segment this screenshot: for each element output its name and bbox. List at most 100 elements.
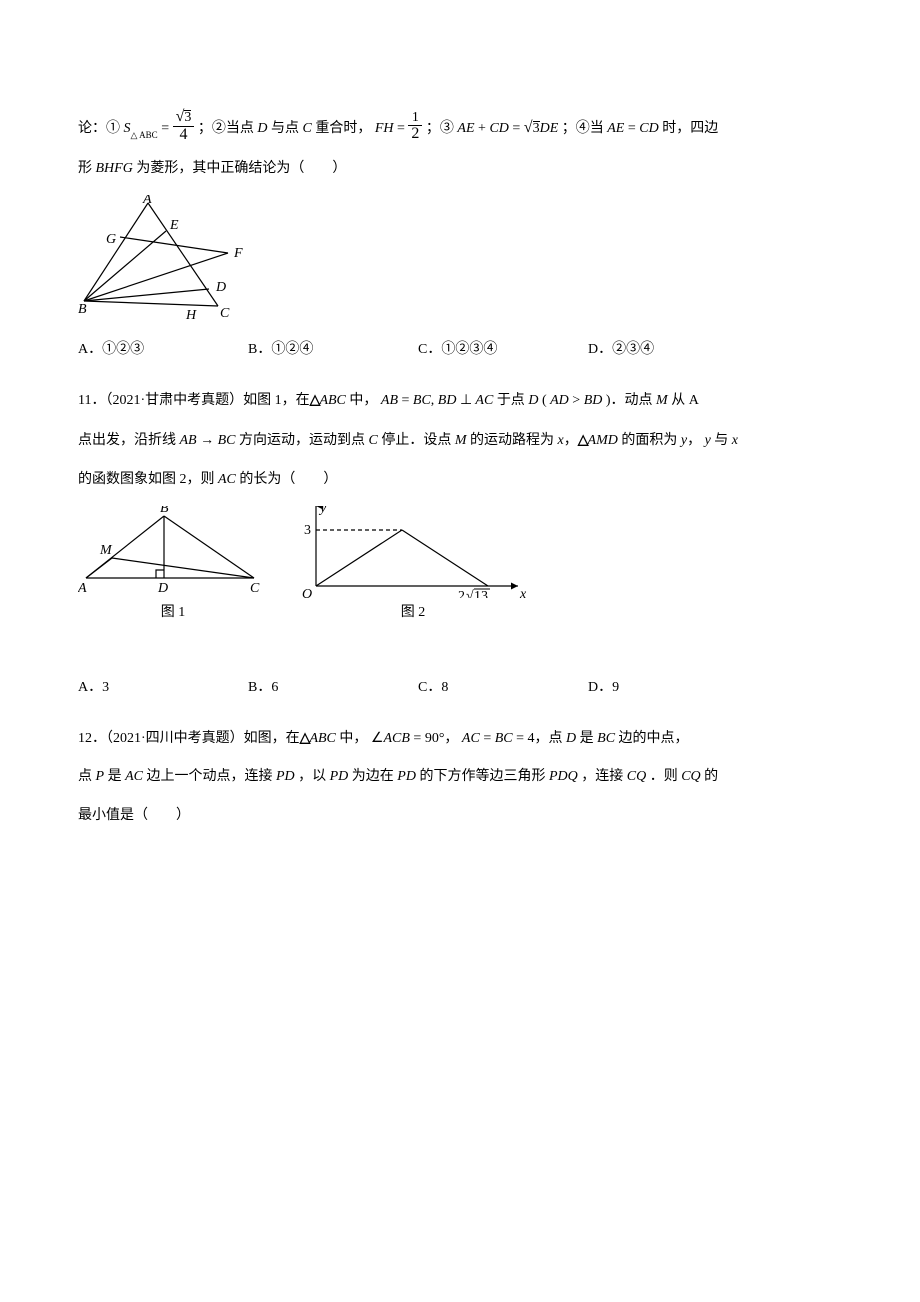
svg-text:y: y [318, 506, 327, 516]
var-ABC: ABC [319, 393, 345, 408]
sub-abc: △ ABC [131, 130, 158, 140]
svg-text:O: O [302, 587, 312, 598]
var-AC: AC [218, 472, 236, 487]
text: 与点 [271, 121, 303, 136]
svg-text:H: H [185, 308, 197, 323]
svg-text:√: √ [466, 589, 474, 598]
var-x: x [732, 433, 738, 448]
var-FH: FH [375, 121, 394, 136]
text: 为菱形，其中正确结论为（ ） [136, 161, 346, 176]
option-C: C．①②③④ [418, 335, 588, 366]
var-DE: DE [540, 121, 559, 136]
option-D: D．②③④ [588, 335, 758, 366]
var-ABC: ABC [309, 731, 335, 746]
expr-ac-bc-4: AC = BC = 4 [462, 731, 535, 746]
var-BHFG: BHFG [96, 161, 133, 176]
q10-line2: 形 BHFG 为菱形，其中正确结论为（ ） [78, 154, 842, 185]
text: 形 [78, 161, 96, 176]
q11-line1: 11．（2021·甘肃中考真题）如图 1，在△ABC 中， AB = BC, B… [78, 384, 842, 417]
q10-line1: 论：① S△ ABC = √3 4 ；②当点 D 与点 C 重合时， FH = … [78, 110, 842, 146]
expr-ab-bc-arrow: AB → BC [180, 433, 236, 448]
q12-line3: 最小值是（ ） [78, 801, 842, 832]
fig-label-2: 图 2 [298, 598, 528, 629]
text: 方向运动，运动到点 [239, 433, 369, 448]
var-D: D [257, 121, 267, 136]
svg-text:D: D [215, 280, 226, 295]
var-CQ: CQ [681, 769, 700, 784]
text: 重合时， [315, 121, 371, 136]
eq: = [512, 121, 523, 136]
svg-text:x: x [519, 587, 527, 598]
text: 的下方作等边三角形 [416, 769, 549, 784]
q10-diagram: ABCHEGFD [78, 195, 842, 325]
q12-line2: 点 P 是 AC 边上一个动点，连接 PD ，以 PD 为边在 PD 的下方作等… [78, 762, 842, 793]
q11-svg2: 3Oxy2√13 [298, 506, 528, 598]
text: ；③ [426, 121, 458, 136]
option-D: D．9 [588, 673, 758, 704]
var-P: P [96, 769, 105, 784]
text: 边上一个动点，连接 [143, 769, 276, 784]
option-B: B．①②④ [248, 335, 418, 366]
var-M: M [455, 433, 467, 448]
svg-text:D: D [157, 581, 168, 596]
q11-diagram: ABCDM 图 1 3Oxy2√13 图 2 [78, 506, 842, 629]
paren: ( AD > BD ) [542, 393, 611, 408]
text: ，连接 [578, 769, 627, 784]
var-BC: BC [597, 731, 615, 746]
expr-ab-bc: AB = BC, BD ⊥ AC [381, 393, 493, 408]
triangle-icon: △ [300, 729, 310, 745]
option-C: C．8 [418, 673, 588, 704]
q-number: 11． [78, 393, 105, 408]
text: 的运动路程为 [470, 433, 558, 448]
svg-text:2: 2 [458, 589, 465, 598]
frac-sqrt3-4: √3 4 [173, 109, 195, 144]
text: ，点 [535, 731, 567, 746]
text: 最小值是（ ） [78, 808, 190, 823]
sqrt3: √3 [524, 110, 540, 145]
text: 论：① [78, 121, 120, 136]
text: 点 [78, 769, 96, 784]
var-AE: AE [457, 121, 474, 136]
text: ，以 [295, 769, 330, 784]
text: 时，四边 [662, 121, 718, 136]
q10-options: A．①②③ B．①②④ C．①②③④ D．②③④ [78, 335, 842, 366]
text: 的 [701, 769, 719, 784]
text: （2021·甘肃中考真题）如图 1，在 [105, 393, 309, 408]
fig-label-1: 图 1 [78, 598, 268, 629]
text: ， [564, 433, 578, 448]
q11-options: A．3 B．6 C．8 D．9 [78, 673, 842, 704]
var-CD: CD [489, 121, 508, 136]
text: ；②当点 [198, 121, 258, 136]
text: 的函数图象如图 2，则 [78, 472, 218, 487]
text: ， [444, 731, 458, 746]
svg-text:C: C [250, 581, 260, 596]
text: 与 [714, 433, 732, 448]
var-AC: AC [125, 769, 143, 784]
text: 点出发，沿折线 [78, 433, 180, 448]
text: 中， [336, 731, 368, 746]
text: ， [687, 433, 701, 448]
q11-line2: 点出发，沿折线 AB → BC 方向运动，运动到点 C 停止．设点 M 的运动路… [78, 424, 842, 457]
var-S: S [124, 121, 131, 136]
var-M: M [656, 393, 668, 408]
text: 是 [576, 731, 597, 746]
svg-text:E: E [169, 218, 179, 233]
eq: = [161, 121, 172, 136]
plus: + [478, 121, 489, 136]
var-C: C [303, 121, 312, 136]
svg-text:C: C [220, 306, 230, 321]
q10-svg: ABCHEGFD [78, 195, 258, 325]
var-AMD: AMD [588, 433, 618, 448]
triangle-icon: △ [578, 431, 588, 447]
var-y: y [705, 433, 711, 448]
var-D: D [566, 731, 576, 746]
var-CD: CD [639, 121, 658, 136]
var-AE: AE [607, 121, 624, 136]
var-PD: PD [276, 769, 295, 784]
text: 是 [104, 769, 125, 784]
text: 从 A [668, 393, 699, 408]
text: 中， [346, 393, 378, 408]
triangle-icon: △ [310, 391, 320, 407]
var-CQ: CQ [627, 769, 646, 784]
text: ．则 [646, 769, 681, 784]
